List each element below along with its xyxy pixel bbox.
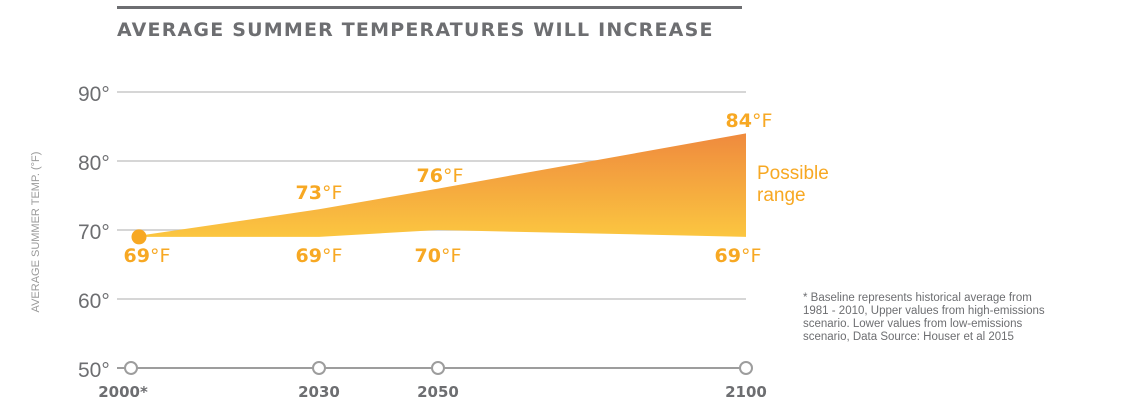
title-rule: [117, 6, 742, 9]
lower-value-label-2050: 70°F: [415, 245, 462, 267]
upper-value-label-2050-number: 76: [417, 165, 443, 187]
upper-value-label-2100-unit: °F: [752, 110, 772, 132]
lower-value-label-2030: 69°F: [296, 245, 343, 267]
lower-value-label-2030-unit: °F: [322, 245, 342, 267]
lower-value-label-2000: 69°F: [124, 245, 171, 267]
y-tick-label-70: 70°: [78, 221, 110, 244]
y-tick-label-90: 90°: [78, 83, 110, 106]
range-label-line-2: range: [757, 185, 806, 206]
upper-value-label-2030: 73°F: [296, 182, 343, 204]
x-tick-label-2030: 2030: [298, 383, 340, 401]
range-area: [131, 133, 746, 237]
lower-value-label-2100: 69°F: [715, 245, 762, 267]
lower-value-label-2030-number: 69: [296, 245, 322, 267]
upper-value-label-2100-number: 84: [726, 110, 752, 132]
x-axis-marker-2100: [739, 361, 753, 375]
x-tick-label-2100: 2100: [725, 383, 767, 401]
range-label-line-1: Possible: [757, 163, 829, 184]
x-axis-marker-2050: [431, 361, 445, 375]
footnote: * Baseline represents historical average…: [803, 292, 1045, 343]
x-axis-marker-2030: [312, 361, 326, 375]
upper-value-label-2100: 84°F: [726, 110, 773, 132]
chart-title: AVERAGE SUMMER TEMPERATURES WILL INCREAS…: [117, 19, 714, 41]
y-tick-label-50: 50°: [78, 359, 110, 382]
lower-value-label-2100-number: 69: [715, 245, 741, 267]
baseline-point: [131, 229, 147, 245]
lower-value-label-2000-number: 69: [124, 245, 150, 267]
x-axis-marker-2000*: [124, 361, 138, 375]
lower-value-label-2050-unit: °F: [441, 245, 461, 267]
x-tick-label-2000*: 2000*: [98, 383, 148, 401]
lower-value-label-2100-unit: °F: [741, 245, 761, 267]
upper-value-label-2030-number: 73: [296, 182, 322, 204]
lower-value-label-2000-unit: °F: [150, 245, 170, 267]
upper-value-label-2050-unit: °F: [443, 165, 463, 187]
upper-value-label-2050: 76°F: [417, 165, 464, 187]
lower-value-label-2050-number: 70: [415, 245, 441, 267]
y-tick-label-80: 80°: [78, 152, 110, 175]
x-tick-label-2050: 2050: [417, 383, 459, 401]
y-tick-label-60: 60°: [78, 290, 110, 313]
upper-value-label-2030-unit: °F: [322, 182, 342, 204]
